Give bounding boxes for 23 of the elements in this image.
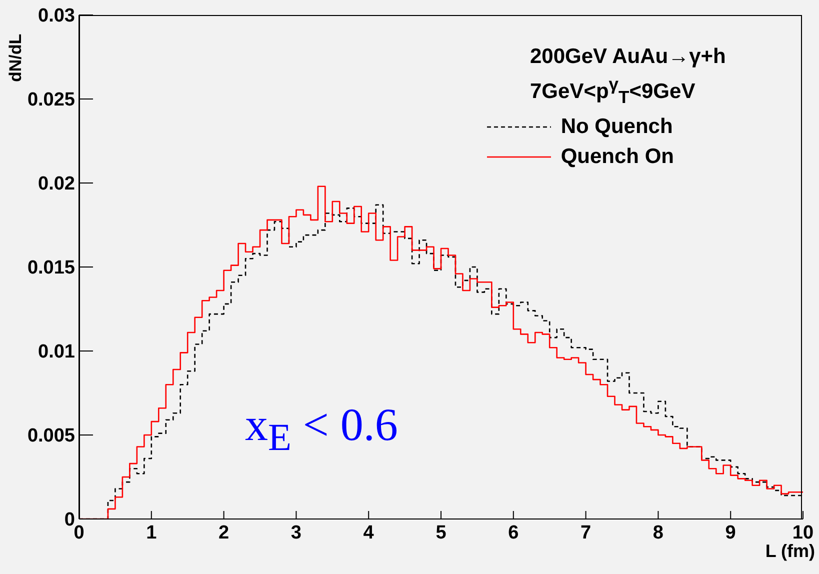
y-tick-label: 0.005 xyxy=(27,426,76,447)
x-tick-label: 3 xyxy=(290,522,302,544)
legend-label: Quench On xyxy=(560,144,674,170)
x-tick-label: 5 xyxy=(436,522,447,544)
x-tick-label: 10 xyxy=(792,522,814,544)
y-axis-title: dN/dL xyxy=(6,34,26,82)
y-tick-label: 0.02 xyxy=(38,174,75,195)
x-axis-title: L (fm) xyxy=(765,541,815,562)
x-tick-label: 9 xyxy=(725,522,736,544)
x-tick-label: 1 xyxy=(146,522,158,544)
y-tick-label: 0.025 xyxy=(27,90,76,111)
annotation: 200GeV AuAu→γ+h xyxy=(530,45,726,69)
y-tick-label: 0.015 xyxy=(27,258,76,279)
legend-label: No Quench xyxy=(560,114,673,140)
y-tick-label: 0.01 xyxy=(38,342,76,363)
x-tick-label: 8 xyxy=(652,522,664,544)
annotation: x$_{E}$ < 0.6 xyxy=(245,398,398,460)
x-tick-label: 4 xyxy=(363,522,374,544)
y-tick-label: 0.03 xyxy=(38,6,75,27)
x-tick-label: 7 xyxy=(580,522,592,544)
x-tick-label: 6 xyxy=(508,522,519,544)
annotation: 7GeV<p$^{γ}$$_{T}$<9GeV xyxy=(530,74,696,108)
x-tick-label: 2 xyxy=(218,522,230,544)
